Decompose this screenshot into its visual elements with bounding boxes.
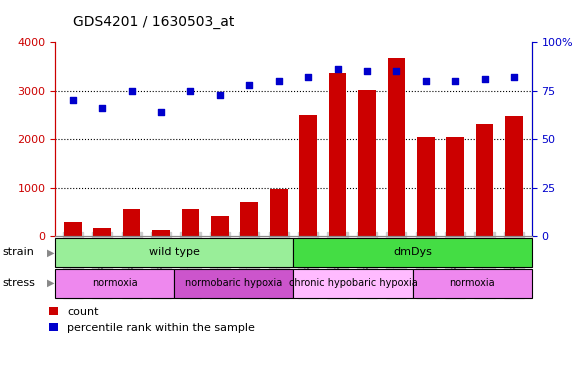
- Text: chronic hypobaric hypoxia: chronic hypobaric hypoxia: [289, 278, 417, 288]
- Text: GDS4201 / 1630503_at: GDS4201 / 1630503_at: [73, 15, 234, 29]
- Point: [274, 78, 284, 84]
- Bar: [293, 269, 413, 298]
- Text: wild type: wild type: [149, 247, 200, 258]
- Point: [363, 68, 372, 74]
- Point: [480, 76, 489, 82]
- Text: ▶: ▶: [46, 247, 54, 258]
- Point: [215, 91, 224, 98]
- Text: stress: stress: [3, 278, 36, 288]
- Point: [450, 78, 460, 84]
- Bar: [55, 269, 174, 298]
- Point: [392, 68, 401, 74]
- Point: [186, 88, 195, 94]
- Bar: [358, 90, 376, 236]
- Text: normobaric hypoxia: normobaric hypoxia: [185, 278, 282, 288]
- Bar: [123, 209, 141, 236]
- Point: [333, 66, 342, 73]
- Bar: [417, 137, 435, 236]
- Bar: [174, 269, 293, 298]
- Text: normoxia: normoxia: [449, 278, 495, 288]
- Point: [127, 88, 137, 94]
- Text: ▶: ▶: [46, 278, 54, 288]
- Text: dmDys: dmDys: [393, 247, 432, 258]
- Bar: [446, 137, 464, 236]
- Point: [303, 74, 313, 80]
- Bar: [182, 210, 199, 236]
- Legend: count, percentile rank within the sample: count, percentile rank within the sample: [49, 307, 255, 333]
- Bar: [329, 73, 346, 236]
- Bar: [476, 124, 493, 236]
- Bar: [55, 238, 293, 267]
- Bar: [299, 116, 317, 236]
- Bar: [94, 228, 111, 236]
- Bar: [270, 189, 288, 236]
- Point: [156, 109, 166, 115]
- Bar: [211, 216, 229, 236]
- Bar: [152, 230, 170, 236]
- Point: [68, 98, 77, 104]
- Bar: [388, 58, 405, 236]
- Bar: [64, 222, 82, 236]
- Point: [245, 82, 254, 88]
- Point: [421, 78, 431, 84]
- Bar: [241, 202, 258, 236]
- Point: [510, 74, 519, 80]
- Bar: [413, 269, 532, 298]
- Bar: [293, 238, 532, 267]
- Point: [98, 105, 107, 111]
- Text: strain: strain: [3, 247, 35, 258]
- Bar: [505, 116, 523, 236]
- Text: normoxia: normoxia: [92, 278, 138, 288]
